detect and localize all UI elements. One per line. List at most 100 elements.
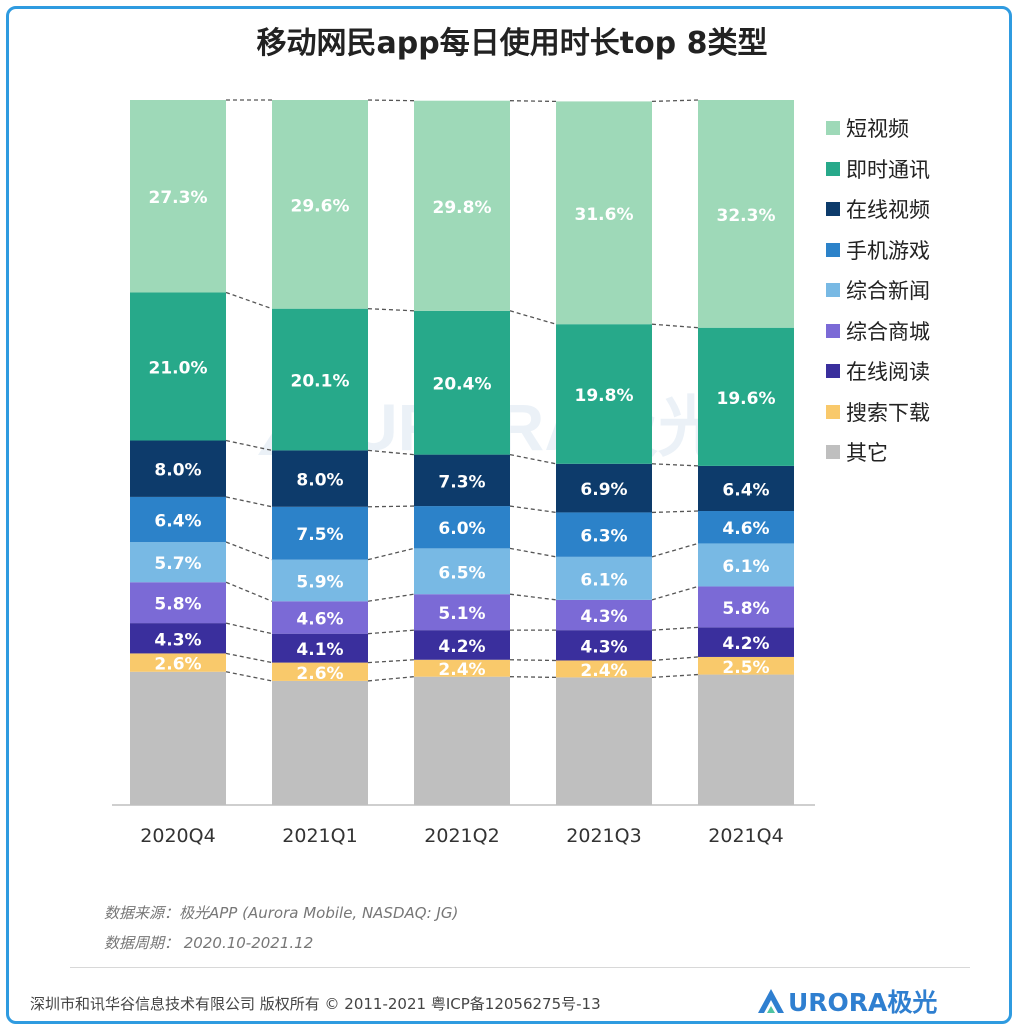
data-label: 6.4% (154, 511, 201, 531)
connector-line (509, 593, 557, 601)
connector-line (367, 593, 415, 602)
bar-segment (698, 543, 794, 587)
aurora-logo-icon (758, 989, 784, 1013)
data-label: 4.6% (296, 609, 343, 629)
connector-line (225, 671, 273, 682)
legend-item: 其它 (826, 432, 930, 473)
stacked-bar-chart: URORA极光 2.6% 4.3% 5.8% 5.7% 6.4% 8.0% 21.0% 27.… (112, 99, 815, 847)
connector-line (225, 622, 273, 635)
bar-segment (414, 630, 510, 660)
bar-segment (130, 623, 226, 654)
legend-swatch (826, 364, 840, 379)
legend-item: 短视频 (826, 108, 930, 149)
legend-label: 手机游戏 (846, 238, 930, 263)
bar-segment (698, 327, 794, 466)
legend-label: 在线阅读 (846, 360, 930, 385)
watermark-text: URORA极光 (350, 390, 724, 464)
data-label: 4.6% (722, 519, 769, 539)
x-tick-label: 2021Q1 (282, 825, 357, 847)
legend-item: 搜索下载 (826, 392, 930, 433)
bar-segment (556, 677, 652, 805)
connector-line (367, 547, 415, 561)
data-label: 2.4% (438, 660, 485, 680)
data-label: 29.6% (291, 196, 350, 216)
bar-segment (414, 659, 510, 677)
data-label: 6.0% (438, 519, 485, 539)
connector-line (651, 542, 699, 558)
data-label: 20.1% (291, 372, 350, 392)
data-label: 19.8% (575, 386, 634, 406)
bar-segment (698, 627, 794, 657)
legend-swatch (826, 283, 840, 298)
bar-segment (130, 292, 226, 441)
data-label: 4.2% (438, 637, 485, 657)
bar-segment (556, 556, 652, 600)
connector-line (367, 629, 415, 635)
data-label: 29.8% (433, 198, 492, 218)
legend-item: 综合商城 (826, 311, 930, 352)
bar-segment (130, 100, 226, 293)
x-tick-label: 2021Q4 (708, 825, 783, 847)
bar-segment (556, 463, 652, 513)
connector-line (509, 310, 557, 325)
period-line: 数据周期： 2020.10-2021.12 (104, 934, 314, 952)
bar-segment (272, 506, 368, 560)
connector-line (225, 541, 273, 561)
connector-line (509, 505, 557, 514)
bar-segment (698, 465, 794, 512)
bar-segment (414, 506, 510, 549)
data-label: 6.4% (722, 480, 769, 500)
connector-line (225, 581, 273, 602)
data-label: 6.9% (580, 480, 627, 500)
bar-segment (130, 496, 226, 543)
connector-line (367, 676, 415, 682)
connector-line (651, 656, 699, 662)
connector-line (367, 99, 415, 102)
bar-segment (272, 559, 368, 602)
connector-line (651, 626, 699, 631)
legend-swatch (826, 445, 840, 460)
connector-line (367, 308, 415, 312)
bar-segment (272, 601, 368, 634)
legend-label: 短视频 (846, 117, 909, 142)
bar-segment (272, 100, 368, 309)
data-label: 5.8% (722, 599, 769, 619)
connector-line (509, 676, 557, 679)
connector-line (509, 453, 557, 465)
bar-segment (556, 630, 652, 661)
data-label: 6.5% (438, 563, 485, 583)
data-label: 2.6% (154, 655, 201, 675)
data-label: 21.0% (149, 358, 208, 378)
legend-swatch (826, 404, 840, 419)
legend-swatch (826, 121, 840, 136)
data-label: 6.3% (580, 527, 627, 547)
legend-label: 综合商城 (846, 319, 930, 344)
bar-segment (130, 582, 226, 624)
connector-line (651, 510, 699, 514)
data-label: 4.3% (580, 637, 627, 657)
data-label: 19.6% (717, 389, 776, 409)
bar-segment (698, 586, 794, 628)
bar-segment (414, 676, 510, 805)
connector-line (367, 449, 415, 456)
legend-label: 即时通讯 (846, 157, 930, 182)
connector-line (651, 673, 699, 679)
bar-segment (556, 101, 652, 325)
bar-segment (556, 324, 652, 464)
bar-segment (414, 454, 510, 507)
bar-segment (698, 656, 794, 675)
connector-line (225, 291, 273, 310)
connector-line (509, 100, 557, 103)
bar-segment (130, 653, 226, 672)
data-label: 2.4% (580, 661, 627, 681)
footer-divider (70, 967, 970, 968)
data-label: 20.4% (433, 375, 492, 395)
legend-label: 其它 (846, 441, 888, 466)
chart-title: 移动网民app每日使用时长top 8类型 (256, 26, 768, 61)
bar-segment (130, 440, 226, 497)
legend-swatch (826, 161, 840, 176)
bar-segment (414, 100, 510, 311)
legend-swatch (826, 202, 840, 217)
connector-line (509, 659, 557, 662)
legend-label: 搜索下载 (846, 400, 930, 425)
